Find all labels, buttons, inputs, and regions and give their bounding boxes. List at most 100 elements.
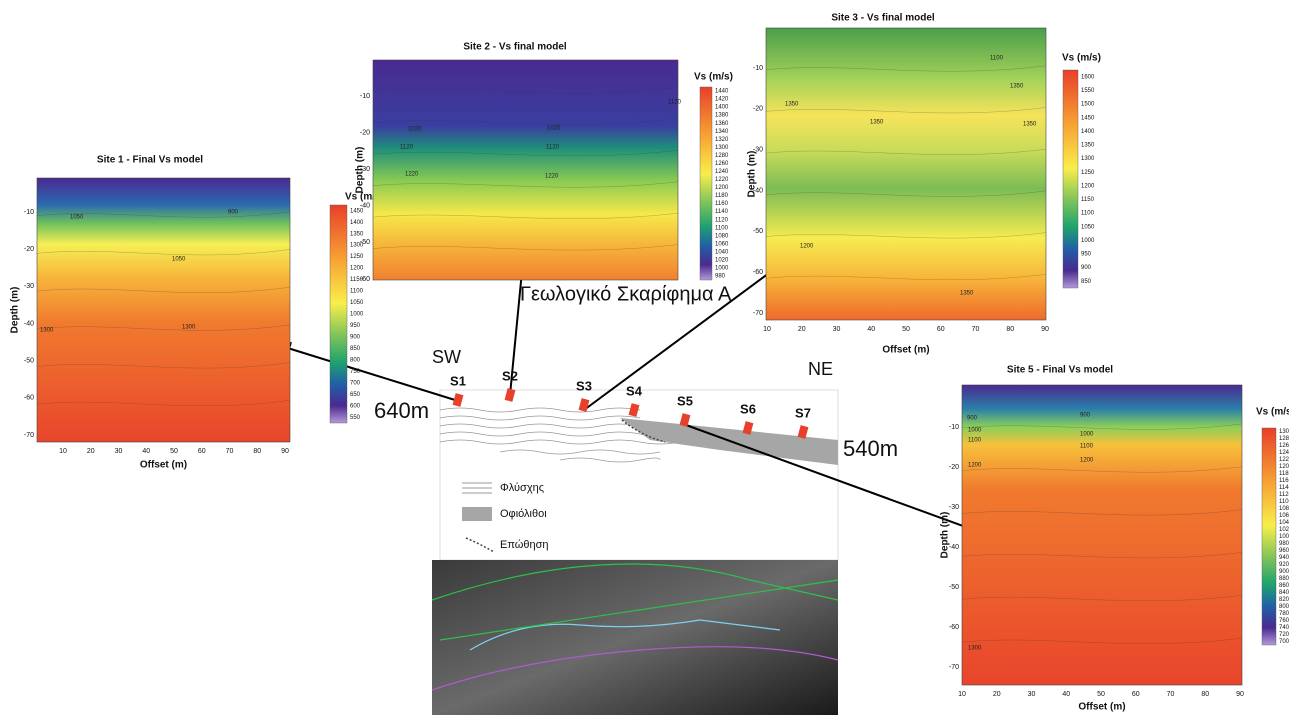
x-tick-label: 60 <box>198 448 206 455</box>
colorbar-tick-label: 1000 <box>1081 238 1095 244</box>
contour-line <box>36 400 291 406</box>
x-tick-label: 20 <box>87 448 95 455</box>
site-label: S4 <box>626 383 643 398</box>
colorbar-tick-label: 900 <box>1279 569 1289 575</box>
right-side-label: NE <box>808 359 833 379</box>
colorbar-tick-label: 1220 <box>715 177 729 183</box>
plot-frame <box>372 59 679 281</box>
colorbar-tick-label: 1420 <box>715 97 729 103</box>
colorbar-tick-label: 1250 <box>1081 170 1095 176</box>
colorbar-tick-label: 1340 <box>715 129 729 135</box>
colorbar-tick-label: 900 <box>1081 265 1092 271</box>
contour-label: 1050 <box>172 257 186 263</box>
y-tick-label: -70 <box>24 432 34 439</box>
site-marker <box>628 403 640 417</box>
contour-label: 900 <box>967 416 978 422</box>
colorbar <box>1062 69 1079 289</box>
colorbar-tick-label: 800 <box>1279 604 1289 610</box>
y-tick-label: -20 <box>753 106 763 113</box>
colorbar-tick-label: 1200 <box>1279 464 1289 470</box>
contour-label: 1200 <box>968 463 982 469</box>
x-tick-label: 40 <box>867 326 875 333</box>
colorbar-tick-label: 1160 <box>1279 478 1289 484</box>
contour-label: 1350 <box>1010 84 1024 90</box>
y-tick-label: -40 <box>949 544 959 551</box>
colorbar-tick-label: 820 <box>1279 597 1289 603</box>
y-tick-label: -30 <box>753 147 763 154</box>
x-tick-label: 80 <box>1201 691 1209 698</box>
site-label: S5 <box>677 393 693 408</box>
y-tick-label: -10 <box>753 65 763 72</box>
colorbar-tick-label: 1380 <box>715 113 729 119</box>
x-tick-label: 60 <box>1132 691 1140 698</box>
colorbar-tick-label: 1550 <box>1081 88 1095 94</box>
colorbar-tick-label: 1280 <box>1279 436 1289 442</box>
colorbar-tick-label: 1100 <box>1081 211 1095 217</box>
colorbar-tick-label: 1240 <box>715 169 729 175</box>
colorbar-tick-label: 740 <box>1279 625 1289 631</box>
contour-line <box>765 274 1047 280</box>
y-axis-label: Depth (m) <box>10 287 21 334</box>
colorbar-tick-label: 1040 <box>715 249 729 255</box>
legend-label: Φλύσχης <box>500 482 544 494</box>
colorbar-tick-label: 600 <box>350 403 361 409</box>
colorbar-tick-label: 1450 <box>350 208 364 214</box>
panel-title: Site 3 - Vs final model <box>831 13 935 24</box>
x-tick-label: 10 <box>763 326 771 333</box>
site-label: S7 <box>795 405 811 420</box>
x-tick-label: 30 <box>1028 691 1036 698</box>
colorbar-tick-label: 920 <box>1279 562 1289 568</box>
contour-label: 1300 <box>182 325 196 331</box>
legend-label: Οφιόλιθοι <box>500 508 547 520</box>
contour-label: 1120 <box>546 145 560 151</box>
y-tick-label: -20 <box>949 464 959 471</box>
colorbar-tick-label: 980 <box>1279 541 1289 547</box>
colorbar-tick-label: 1350 <box>1081 143 1095 149</box>
x-tick-label: 70 <box>226 448 234 455</box>
y-tick-label: -40 <box>360 203 370 210</box>
contour-label: 1000 <box>968 428 982 434</box>
colorbar-tick-label: 1200 <box>350 266 364 272</box>
x-tick-label: 50 <box>170 448 178 455</box>
y-axis-label: Depth (m) <box>747 151 758 198</box>
y-tick-label: -60 <box>360 276 370 283</box>
colorbar-tick-label: 700 <box>1279 639 1289 645</box>
x-tick-label: 30 <box>833 326 841 333</box>
colorbar-tick-label: 1120 <box>1279 492 1289 498</box>
colorbar-tick-label: 1400 <box>1081 129 1095 135</box>
panel-title: Site 5 - Final Vs model <box>1007 365 1113 376</box>
contour-label: 1350 <box>785 102 799 108</box>
contour-label: 1200 <box>1080 458 1094 464</box>
y-axis-label: Depth (m) <box>940 512 951 559</box>
x-axis-label: Offset (m) <box>882 345 929 356</box>
y-tick-label: -40 <box>753 187 763 194</box>
contour-line <box>765 107 1047 114</box>
contour-plot <box>962 385 1242 685</box>
contour-label: 900 <box>1080 413 1091 419</box>
flysch-pattern <box>439 407 681 463</box>
colorbar-tick-label: 1120 <box>715 217 729 223</box>
y-tick-label: -60 <box>24 395 34 402</box>
contour-line <box>961 466 1243 473</box>
contour-label: 1300 <box>968 646 982 652</box>
colorbar-tick-label: 1200 <box>1081 183 1095 189</box>
site-marker <box>679 413 691 427</box>
y-tick-label: -50 <box>753 228 763 235</box>
colorbar <box>1261 427 1277 646</box>
panel-title: Site 2 - Vs final model <box>463 42 567 53</box>
colorbar-tick-label: 1050 <box>1081 224 1095 230</box>
y-tick-label: -50 <box>24 358 34 365</box>
colorbar-tick-label: 1060 <box>1279 513 1289 519</box>
colorbar-tick-label: 1160 <box>715 201 729 207</box>
colorbar <box>699 86 713 281</box>
colorbar-tick-label: 1400 <box>350 220 364 226</box>
contour-label: 1020 <box>547 126 561 132</box>
satellite-image <box>432 560 838 715</box>
contour-line <box>765 65 1047 72</box>
colorbar-tick-label: 1020 <box>715 257 729 263</box>
contour-label: 1120 <box>668 100 682 106</box>
colorbar-tick-label: 650 <box>350 392 361 398</box>
contour-label: 1350 <box>960 291 974 297</box>
colorbar-tick-label: 1320 <box>715 137 729 143</box>
